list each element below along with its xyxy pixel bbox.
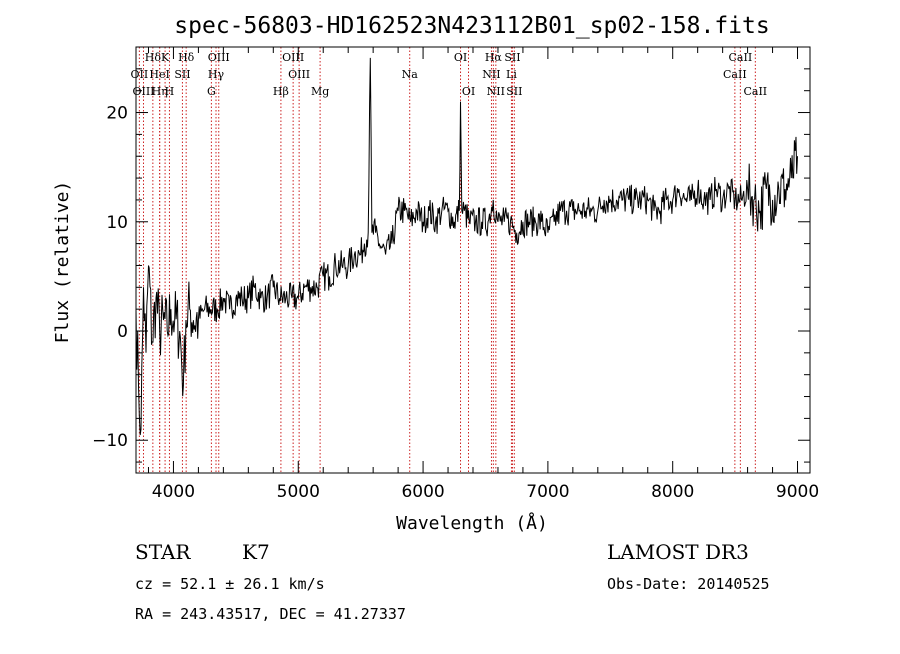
plot-frame [135,46,811,474]
line-marker-label: OI [454,51,467,64]
y-axis-label: Flux (relative) [52,181,73,344]
coordinates: RA = 243.43517, DEC = 41.27337 [135,605,406,623]
line-marker-label: Na [402,68,419,81]
subclass: K7 [242,540,270,564]
line-marker-label: SII [174,68,190,81]
x-tick-label: 5000 [277,482,320,502]
line-marker-label: Hη [152,85,168,98]
line-marker-label: CaII [743,85,767,98]
line-marker-label: G [207,85,216,98]
line-marker-label: OIII [132,85,154,98]
y-tick-label: 0 [117,322,128,342]
x-axis-ticks: 4000 5000 6000 7000 8000 9000 [147,47,819,502]
line-marker-label: OIII [208,51,230,64]
x-axis-label: Wavelength (Å) [396,512,548,534]
x-tick-label: 8000 [651,482,694,502]
line-marker-label: Hα [485,51,503,64]
x-tick-label: 6000 [401,482,444,502]
line-marker-label: OIII [288,68,310,81]
line-markers [138,47,756,473]
line-marker-label: SII [504,51,520,64]
y-tick-label: 20 [106,104,128,124]
x-tick-label: 4000 [152,482,195,502]
line-marker-label: NII [482,68,500,81]
spectrum-line [135,57,798,436]
line-marker-label: Hγ [208,68,225,81]
line-marker-label: CaII [723,68,747,81]
y-tick-label: −10 [92,431,128,451]
line-marker-label: K [161,51,170,64]
line-marker-label: SII [506,85,522,98]
line-marker-label: OI [462,85,475,98]
line-marker-labels: Hδ OII OIII K HeI Hη SII H Hδ OIII Hγ G OIII OIII Hβ Mg… [131,51,768,98]
line-marker-label: Hδ [178,51,195,64]
line-marker-label: Hβ [273,85,289,98]
line-marker-label: Mg [311,85,329,98]
x-tick-label: 7000 [526,482,569,502]
redshift-velocity: cz = 52.1 ± 26.1 km/s [135,575,325,593]
x-tick-label: 9000 [776,482,819,502]
line-marker-label: Hδ [145,51,162,64]
line-marker-label: OII [131,68,149,81]
observation-date: Obs-Date: 20140525 [607,575,770,593]
y-tick-label: 10 [106,213,128,233]
line-marker-label: OIII [282,51,304,64]
chart-title: spec-56803-HD162523N423112B01_sp02-158.f… [174,13,769,39]
object-class: STAR [135,540,191,564]
line-marker-label: HeI [149,68,169,81]
survey-name: LAMOST DR3 [607,540,749,564]
line-marker-label: NII [487,85,505,98]
y-axis-ticks: −10 0 10 20 [92,68,810,463]
line-marker-label: Li [506,68,517,81]
line-marker-label: CaII [729,51,753,64]
line-marker-label: H [165,85,175,98]
